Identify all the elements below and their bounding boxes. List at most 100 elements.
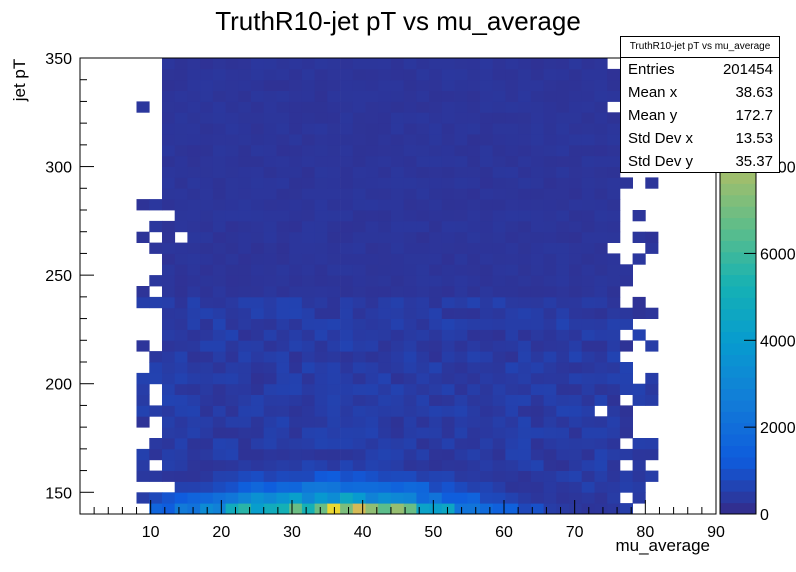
heatmap-cell xyxy=(530,144,544,157)
heatmap-cell xyxy=(530,123,544,135)
heatmap-cell xyxy=(518,112,532,124)
heatmap-cell xyxy=(581,416,595,428)
heatmap-cell xyxy=(594,275,608,287)
heatmap-cell xyxy=(416,372,430,385)
heatmap-cell xyxy=(352,68,366,81)
heatmap-cell xyxy=(607,503,621,515)
heatmap-cell xyxy=(594,286,608,298)
stats-row-mean-y: Mean y 172.7 xyxy=(621,104,779,127)
heatmap-cell xyxy=(429,438,443,450)
heatmap-cell xyxy=(225,329,239,341)
heatmap-cell xyxy=(390,503,404,515)
heatmap-cell xyxy=(352,394,366,406)
heatmap-cell xyxy=(530,438,544,450)
heatmap-cell xyxy=(441,318,455,330)
heatmap-cell xyxy=(607,220,621,233)
heatmap-cell xyxy=(162,405,176,417)
heatmap-cell xyxy=(340,112,354,124)
heatmap-cell xyxy=(492,427,506,439)
heatmap-cell xyxy=(594,155,608,167)
heatmap-cell xyxy=(556,210,570,222)
heatmap-cell xyxy=(149,275,163,287)
heatmap-cell xyxy=(594,68,608,81)
heatmap-cell xyxy=(212,90,226,102)
heatmap-cell xyxy=(619,275,633,287)
heatmap-cell xyxy=(416,68,430,81)
heatmap-cell xyxy=(581,242,595,254)
heatmap-cell xyxy=(378,503,392,515)
heatmap-cell xyxy=(429,296,443,309)
heatmap-cell xyxy=(162,264,176,276)
heatmap-cell xyxy=(187,79,201,91)
heatmap-cell xyxy=(390,340,404,352)
heatmap-cell xyxy=(200,264,214,276)
heatmap-cell xyxy=(225,405,239,417)
heatmap-cell xyxy=(174,362,188,374)
heatmap-cell xyxy=(569,134,583,146)
heatmap-cell xyxy=(543,210,557,222)
heatmap-cell xyxy=(365,155,379,167)
stats-label: Entries xyxy=(628,61,675,78)
heatmap-cell xyxy=(480,307,494,319)
heatmap-cell xyxy=(301,503,315,515)
heatmap-cell xyxy=(327,307,341,319)
heatmap-cell xyxy=(187,503,201,515)
heatmap-cell xyxy=(238,492,252,504)
heatmap-cell xyxy=(530,134,544,146)
heatmap-cell xyxy=(238,286,252,298)
heatmap-cell xyxy=(187,307,201,319)
heatmap-cell xyxy=(352,79,366,91)
heatmap-cell xyxy=(429,405,443,417)
heatmap-cell xyxy=(403,394,417,406)
heatmap-cell xyxy=(340,231,354,243)
heatmap-cell xyxy=(467,90,481,102)
heatmap-cell xyxy=(327,155,341,167)
heatmap-cell xyxy=(480,427,494,439)
heatmap-cell xyxy=(505,134,519,146)
heatmap-cell xyxy=(200,427,214,439)
heatmap-cell xyxy=(200,383,214,395)
heatmap-cell xyxy=(632,329,646,341)
heatmap-cell xyxy=(340,448,354,461)
heatmap-cell xyxy=(403,231,417,243)
heatmap-cell xyxy=(340,275,354,287)
heatmap-cell xyxy=(200,177,214,189)
heatmap-cell xyxy=(289,340,303,352)
heatmap-cell xyxy=(187,459,201,471)
heatmap-cell xyxy=(365,177,379,189)
heatmap-cell xyxy=(454,318,468,330)
palette-tick-label: 0 xyxy=(760,507,769,524)
heatmap-cell xyxy=(543,362,557,374)
heatmap-cell xyxy=(543,394,557,406)
heatmap-cell xyxy=(327,144,341,157)
heatmap-cell xyxy=(263,58,277,70)
heatmap-cell xyxy=(505,307,519,319)
heatmap-cell xyxy=(212,492,226,504)
heatmap-cell xyxy=(149,199,163,211)
heatmap-cell xyxy=(212,481,226,493)
heatmap-cell xyxy=(569,166,583,178)
heatmap-cell xyxy=(136,492,150,504)
heatmap-cell xyxy=(378,101,392,113)
heatmap-cell xyxy=(251,470,265,482)
palette-swatch xyxy=(720,457,756,469)
heatmap-cell xyxy=(518,340,532,352)
heatmap-cell xyxy=(251,199,265,211)
heatmap-cell xyxy=(212,253,226,265)
heatmap-cell xyxy=(225,427,239,439)
heatmap-cell xyxy=(327,58,341,70)
heatmap-cell xyxy=(327,470,341,482)
heatmap-cell xyxy=(390,210,404,222)
heatmap-cell xyxy=(301,177,315,189)
heatmap-cell xyxy=(480,253,494,265)
heatmap-cell xyxy=(543,307,557,319)
heatmap-cell xyxy=(251,188,265,200)
heatmap-cell xyxy=(378,123,392,135)
heatmap-cell xyxy=(505,199,519,211)
heatmap-cell xyxy=(162,220,176,233)
heatmap-cell xyxy=(136,199,150,211)
heatmap-cell xyxy=(467,231,481,243)
heatmap-cell xyxy=(619,340,633,352)
heatmap-cell xyxy=(174,199,188,211)
heatmap-cell xyxy=(518,459,532,471)
